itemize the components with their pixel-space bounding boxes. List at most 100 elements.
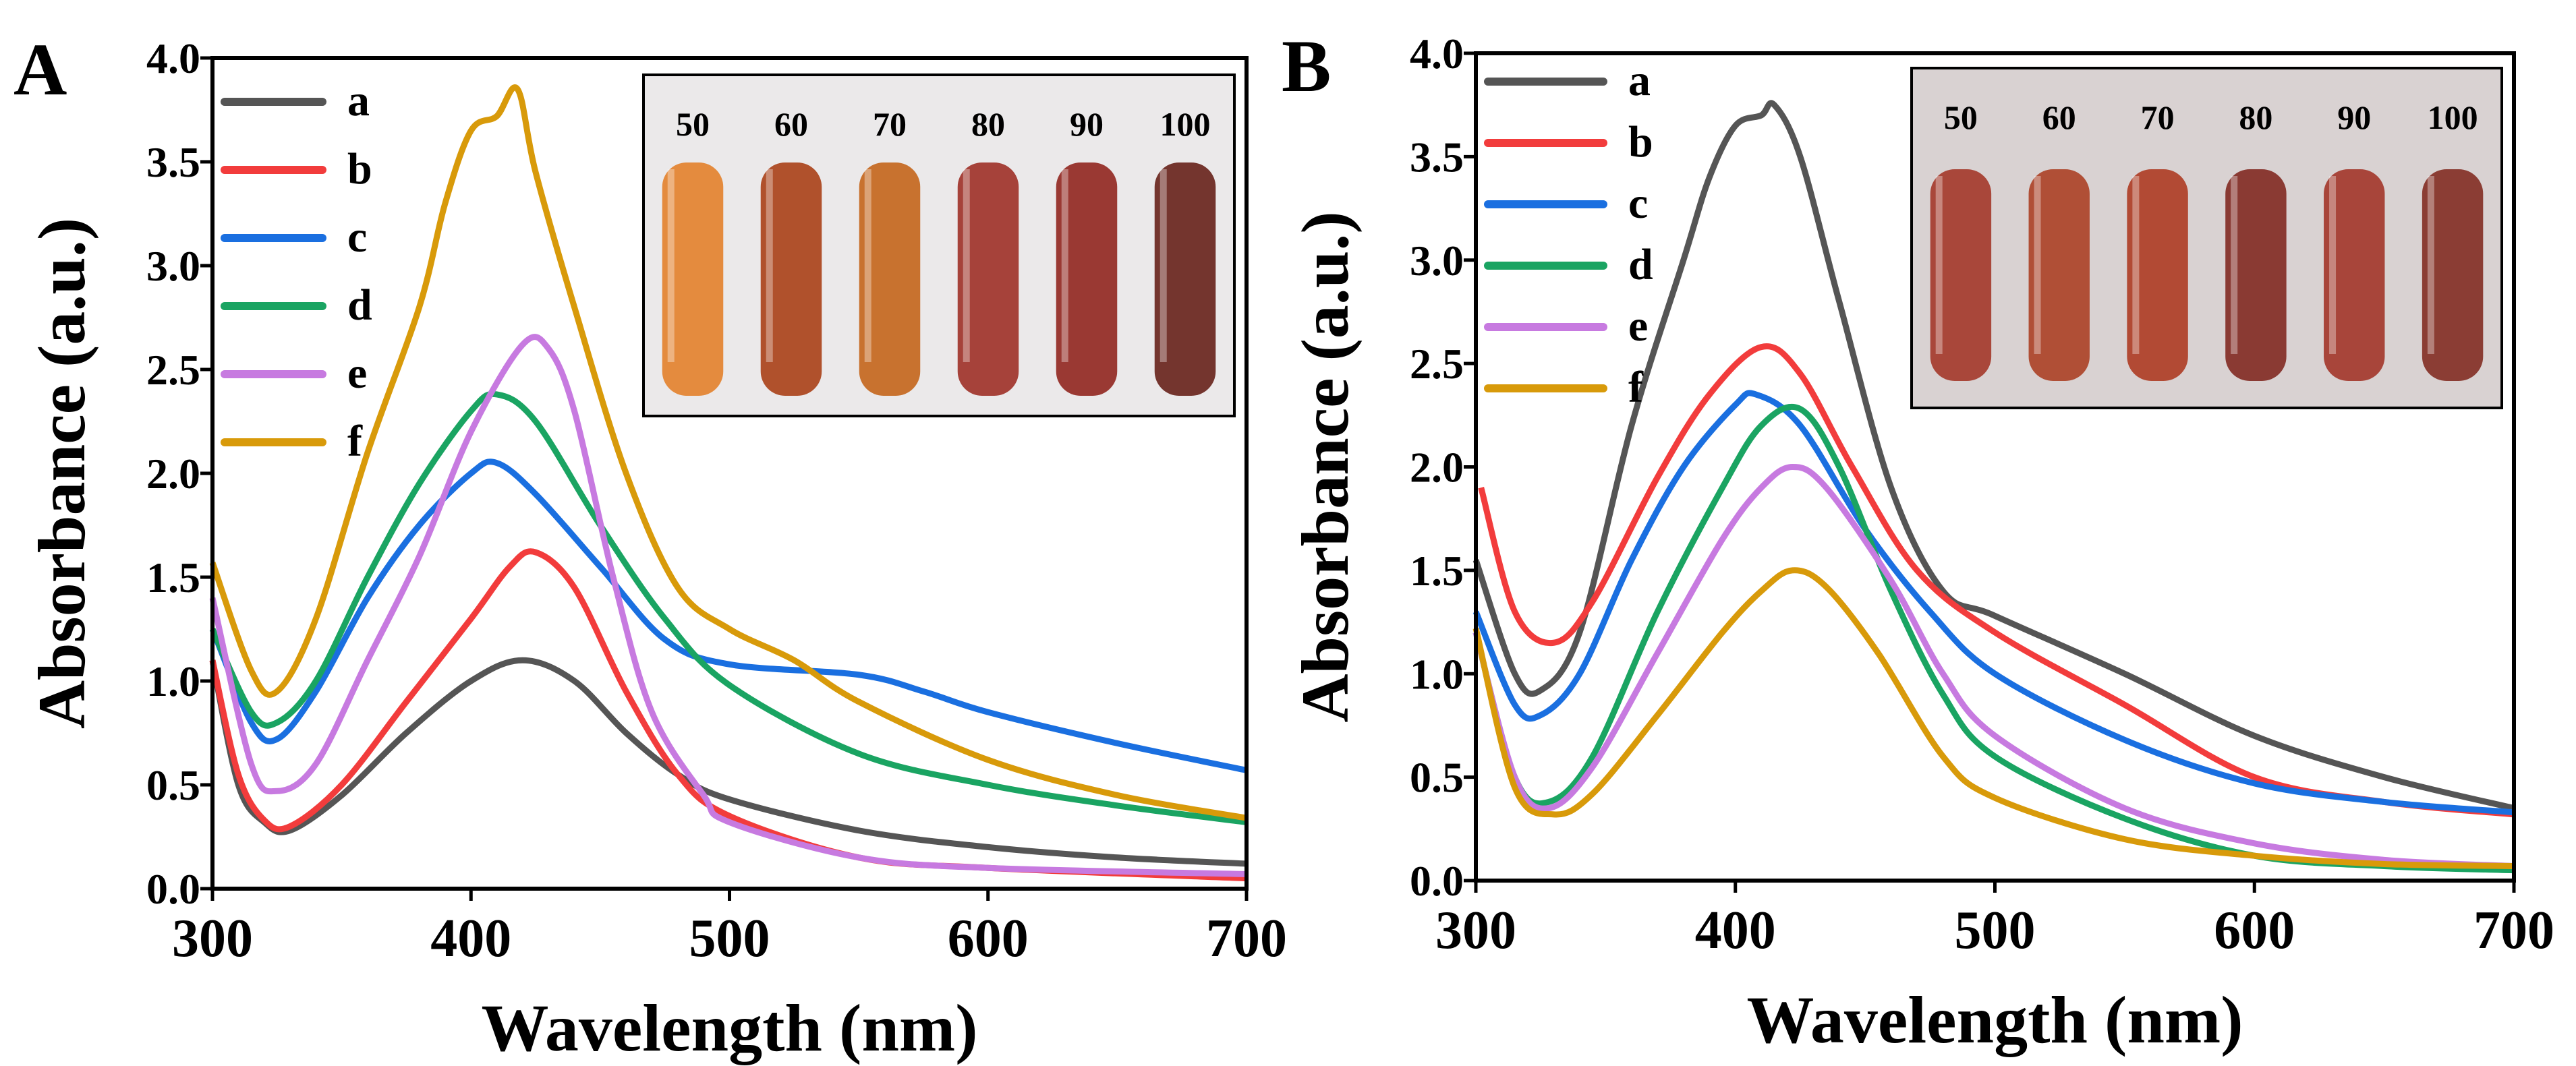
legend-label-e: e xyxy=(1628,301,1648,351)
sample-tube xyxy=(2225,169,2287,381)
sample-tube xyxy=(2324,169,2385,381)
series-line-c xyxy=(1472,390,2515,816)
legend-label-b: b xyxy=(1628,117,1653,167)
panel-b: B 300 400 500 600 700 0.0 0.5 1.0 1.5 2.0 2.5 3.0 3.5… xyxy=(1282,25,2554,1057)
legend-label-a: a xyxy=(347,76,370,125)
y-tick-label: 1.5 xyxy=(1410,547,1464,595)
tube-highlight xyxy=(1061,169,1068,362)
sample-tube xyxy=(2127,169,2188,381)
tube-label: 70 xyxy=(2141,98,2175,136)
tube-label: 90 xyxy=(1070,105,1104,143)
x-tick-label: 300 xyxy=(172,909,253,968)
y-tick-label: 4.0 xyxy=(1410,30,1464,78)
tube-label: 100 xyxy=(2428,98,2478,136)
series-line-a xyxy=(1472,100,2515,812)
y-tick-label: 3.5 xyxy=(1410,133,1464,181)
x-tick-label: 700 xyxy=(2473,901,2554,960)
legend-label-f: f xyxy=(1628,363,1644,412)
tube-label: 80 xyxy=(2239,98,2272,136)
tube-highlight xyxy=(864,169,871,362)
x-tick-label: 600 xyxy=(948,909,1029,968)
series-line-e xyxy=(209,334,1247,877)
legend-label-a: a xyxy=(1628,56,1651,105)
y-tick-label: 0.0 xyxy=(1410,857,1464,905)
y-tick-label: 4.0 xyxy=(146,34,200,82)
sample-tube xyxy=(2028,169,2090,381)
sample-tube xyxy=(1056,162,1118,396)
panel-label: A xyxy=(13,28,67,111)
panel-a: A 300 400 500 600 700 0.0 0.5 1.0 1.5 2.0 2.5 3.0 3.5… xyxy=(13,28,1287,1065)
y-tick-label: 2.0 xyxy=(146,450,200,498)
series-line-a xyxy=(209,657,1247,867)
inset-photo: 50 60 70 80 90 100 xyxy=(1910,67,2503,409)
panel-label: B xyxy=(1282,25,1331,107)
legend-label-d: d xyxy=(1628,240,1653,289)
tube-label: 80 xyxy=(971,105,1005,143)
tube-highlight xyxy=(1935,176,1943,354)
y-tick-label: 3.0 xyxy=(1410,237,1464,285)
x-axis-label: Wavelength (nm) xyxy=(1746,982,2243,1057)
tube-highlight xyxy=(2231,176,2238,354)
inset-background xyxy=(1910,67,2503,409)
inset-background xyxy=(642,73,1236,417)
tube-highlight xyxy=(1160,169,1167,362)
y-tick-label: 0.0 xyxy=(146,865,200,913)
sample-tube xyxy=(760,162,822,396)
tube-label: 60 xyxy=(774,105,808,143)
y-tick-label: 1.0 xyxy=(1410,650,1464,698)
legend-label-c: c xyxy=(1628,179,1648,228)
x-tick-label: 500 xyxy=(689,909,770,968)
series-line-f xyxy=(1472,567,2515,870)
x-tick-label: 500 xyxy=(1955,901,2036,960)
y-axis-label: Absorbance (a.u.) xyxy=(24,218,99,729)
tube-label: 70 xyxy=(873,105,907,143)
tube-label: 50 xyxy=(1944,98,1978,136)
x-tick-label: 400 xyxy=(430,909,511,968)
series-line-d xyxy=(1472,403,2515,874)
tube-highlight xyxy=(2034,176,2041,354)
x-axis-label: Wavelength (nm) xyxy=(481,990,977,1065)
tube-highlight xyxy=(2329,176,2337,354)
legend-label-f: f xyxy=(347,417,363,466)
tube-highlight xyxy=(2132,176,2140,354)
tube-label: 100 xyxy=(1160,105,1211,143)
tube-label: 60 xyxy=(2042,98,2076,136)
x-tick-label: 600 xyxy=(2214,901,2295,960)
tube-highlight xyxy=(2427,176,2434,354)
tube-label: 50 xyxy=(676,105,710,143)
y-tick-label: 2.0 xyxy=(1410,444,1464,492)
legend-label-e: e xyxy=(347,349,367,398)
sample-tube xyxy=(957,162,1019,396)
legend-label-c: c xyxy=(347,212,367,262)
x-tick-label: 300 xyxy=(1435,901,1516,960)
y-axis-label: Absorbance (a.u.) xyxy=(1288,211,1363,722)
tube-highlight xyxy=(766,169,773,362)
y-tick-label: 0.5 xyxy=(1410,754,1464,802)
sample-tube xyxy=(2422,169,2484,381)
y-tick-label: 1.0 xyxy=(146,657,200,705)
sample-tube xyxy=(1154,162,1216,396)
tube-highlight xyxy=(963,169,970,362)
legend-label-b: b xyxy=(347,144,372,194)
series-line-d xyxy=(209,390,1247,825)
tube-highlight xyxy=(667,169,675,362)
y-tick-label: 0.5 xyxy=(146,761,200,809)
x-tick-label: 700 xyxy=(1206,909,1287,968)
y-tick-label: 2.5 xyxy=(146,346,200,394)
inset-photo: 50 60 70 80 90 100 xyxy=(642,73,1236,417)
sample-tube xyxy=(1930,169,1992,381)
tube-label: 90 xyxy=(2337,98,2371,136)
y-tick-label: 3.0 xyxy=(146,242,200,290)
y-tick-label: 1.5 xyxy=(146,554,200,601)
y-tick-label: 2.5 xyxy=(1410,340,1464,388)
series-line-f xyxy=(209,84,1247,821)
series-line-b xyxy=(1478,343,2515,818)
legend-label-d: d xyxy=(347,280,372,330)
x-tick-label: 400 xyxy=(1695,901,1776,960)
sample-tube xyxy=(859,162,921,396)
series-line-e xyxy=(1472,464,2515,870)
series-line-c xyxy=(209,458,1247,773)
sample-tube xyxy=(662,162,724,396)
